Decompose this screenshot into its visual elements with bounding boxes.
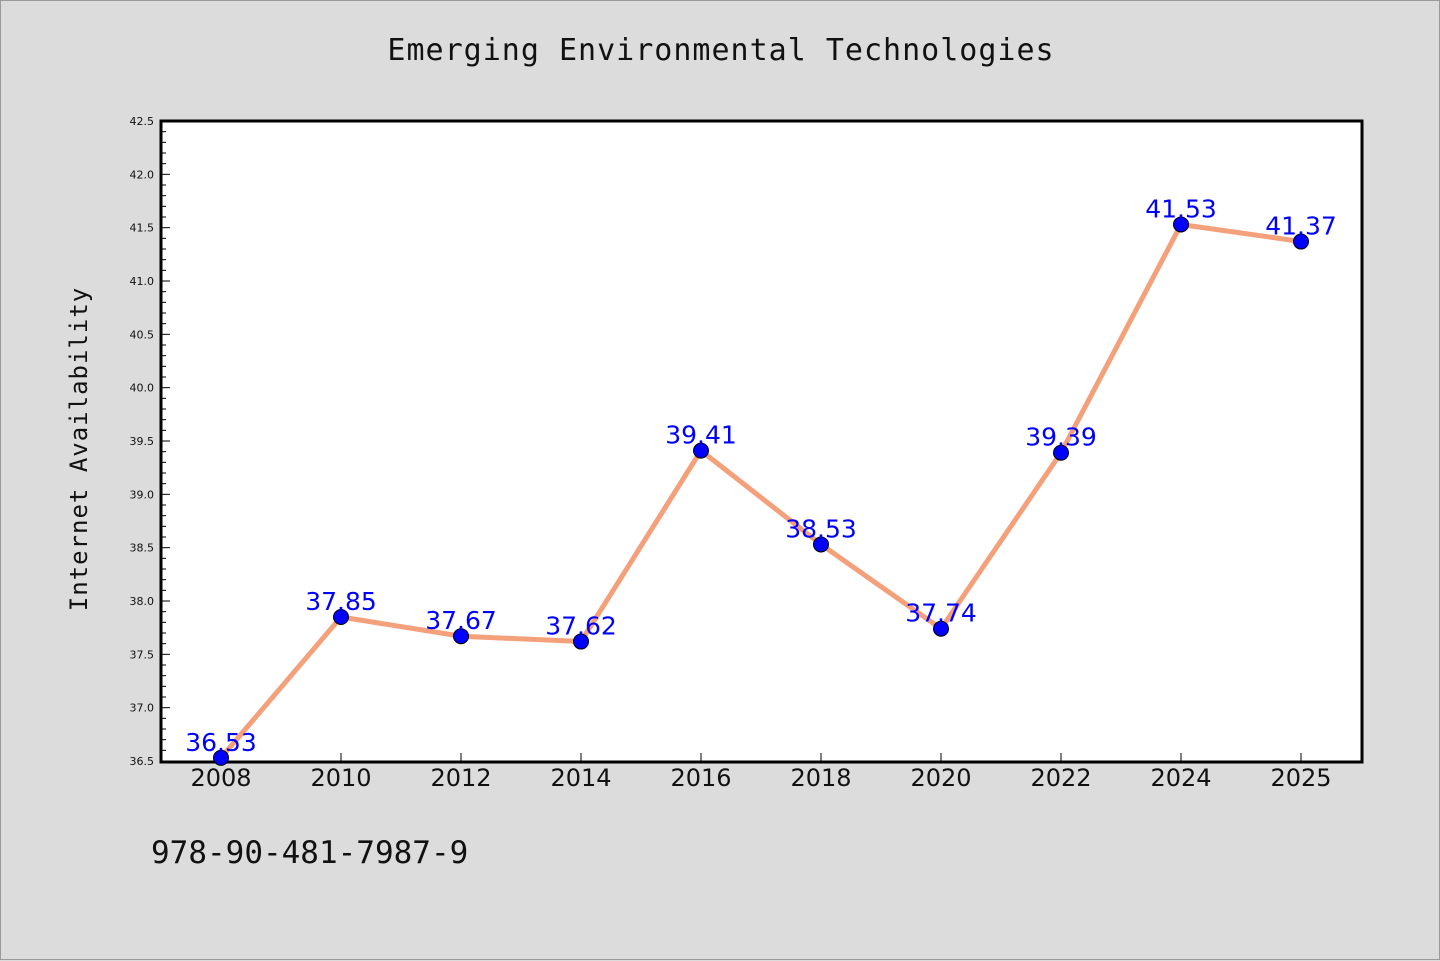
x-axis: 2008 2010 2012 2014 2016 2018 2020 2022 2024 2025 (190, 753, 1332, 792)
y-tick-label: 40.0 (130, 382, 155, 395)
y-tick-label: 42.0 (130, 168, 155, 181)
y-axis: 36.5 37.0 37.5 38.0 38.5 39.0 39.5 40.0 40.5 41.0… (130, 115, 170, 768)
y-tick-label: 37.5 (130, 648, 155, 661)
data-label: 41.37 (1265, 212, 1337, 241)
data-label: 37.62 (545, 612, 617, 641)
y-tick-label: 39.0 (130, 488, 155, 501)
data-point (1293, 233, 1309, 250)
data-label: 36.53 (185, 728, 257, 757)
data-label: 37.85 (305, 587, 377, 616)
x-tick-label: 2008 (190, 764, 251, 792)
data-label: 37.67 (425, 606, 497, 635)
x-tick-label: 2020 (910, 764, 971, 792)
y-tick-label: 37.0 (130, 702, 155, 715)
x-tick-label: 2022 (1030, 764, 1091, 792)
data-label: 41.53 (1145, 194, 1217, 223)
data-point (453, 628, 469, 645)
isbn-text: 978-90-481-7987-9 (151, 835, 469, 871)
y-tick-label: 38.5 (130, 542, 155, 555)
x-tick-label: 2014 (550, 764, 611, 792)
data-point (213, 749, 229, 766)
y-tick-label: 36.5 (130, 755, 155, 768)
y-tick-label: 40.5 (130, 328, 155, 341)
x-tick-label: 2025 (1270, 764, 1331, 792)
data-labels: 36.53 37.85 37.67 37.62 39.41 38.53 37.74 39.39… (185, 194, 1337, 756)
x-tick-label: 2018 (790, 764, 851, 792)
data-label: 37.74 (905, 599, 977, 628)
data-point (573, 633, 589, 650)
plot-area (159, 119, 1364, 764)
x-tick-label: 2012 (430, 764, 491, 792)
chart-title: Emerging Environmental Technologies (387, 33, 1055, 68)
data-label: 38.53 (785, 514, 857, 543)
x-tick-label: 2010 (310, 764, 371, 792)
data-label: 39.39 (1025, 423, 1097, 452)
series-group (213, 216, 1309, 766)
data-point (813, 536, 829, 553)
y-tick-label: 38.0 (130, 595, 155, 608)
x-tick-label: 2024 (1150, 764, 1211, 792)
x-tick-label: 2016 (670, 764, 731, 792)
data-point (693, 442, 709, 459)
series-line (218, 221, 1304, 761)
y-tick-label: 42.5 (130, 115, 155, 128)
data-point (1173, 216, 1189, 233)
y-tick-label: 41.0 (130, 275, 155, 288)
data-point (933, 620, 949, 637)
y-tick-label: 39.5 (130, 435, 155, 448)
y-tick-label: 41.5 (130, 222, 155, 235)
data-label: 39.41 (665, 421, 737, 450)
data-point (333, 609, 349, 625)
data-point (1053, 444, 1069, 461)
